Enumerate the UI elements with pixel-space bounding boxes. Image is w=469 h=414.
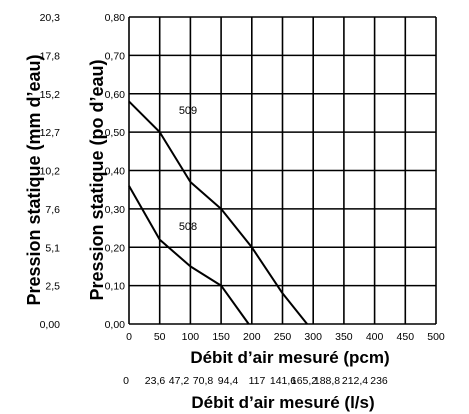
y-axis-title-primary: Pression statique (po d’eau) xyxy=(87,59,107,300)
x-tick-label: 100 xyxy=(182,331,200,343)
y-tick-label: 0,60 xyxy=(105,89,126,101)
x-tick-label-secondary: 141,6 xyxy=(270,375,296,387)
series-line-508 xyxy=(128,185,250,325)
y-tick-label: 0,30 xyxy=(105,204,126,216)
x-tick-label-secondary: 94,4 xyxy=(218,375,239,387)
y-tick-label: 0,20 xyxy=(105,242,126,254)
y-tick-label-secondary: 5,1 xyxy=(45,242,60,254)
y-tick-label-secondary: 7,6 xyxy=(45,204,60,216)
x-tick-label: 250 xyxy=(274,331,292,343)
y-tick-label-secondary: 10,2 xyxy=(40,166,61,178)
y-tick-label: 0,00 xyxy=(105,319,126,331)
x-tick-label-secondary: 117 xyxy=(249,375,266,387)
y-tick-label: 0,40 xyxy=(105,166,126,178)
y-tick-label: 0,10 xyxy=(105,281,126,293)
x-tick-label: 50 xyxy=(154,331,166,343)
y-tick-label-secondary: 17,8 xyxy=(40,50,61,62)
x-tick-label-secondary: 47,2 xyxy=(169,375,190,387)
x-tick-label-secondary: 236 xyxy=(370,375,388,387)
x-tick-label-secondary: 23,6 xyxy=(145,375,166,387)
y-tick-label: 0,70 xyxy=(105,50,126,62)
x-tick-label-secondary: 0 xyxy=(123,375,129,387)
x-tick-label: 450 xyxy=(397,331,415,343)
x-tick-label: 300 xyxy=(304,331,322,343)
grid xyxy=(128,16,437,325)
x-tick-label-secondary: 212,4 xyxy=(342,375,368,387)
x-tick-label-secondary: 188,8 xyxy=(314,375,340,387)
x-axis-title-secondary: Débit d’air mesuré (l/s) xyxy=(191,393,374,412)
y-tick-label-secondary: 2,5 xyxy=(45,281,60,293)
y-tick-label: 0,50 xyxy=(105,127,126,139)
x-tick-label: 400 xyxy=(366,331,384,343)
y-tick-label-secondary: 0,00 xyxy=(40,319,61,331)
y-axis-title-secondary: Pression statique (mm d’eau) xyxy=(24,54,44,305)
y-tick-label-secondary: 12,7 xyxy=(40,127,61,139)
x-tick-label: 150 xyxy=(212,331,230,343)
series-label-508: 508 xyxy=(179,221,197,233)
series-lines: 509 508 xyxy=(128,100,308,325)
x-tick-label: 200 xyxy=(243,331,261,343)
series-line-509 xyxy=(128,100,308,325)
series-label-509: 509 xyxy=(179,105,197,117)
x-tick-label: 0 xyxy=(126,331,132,343)
x-tick-label: 350 xyxy=(335,331,353,343)
y-tick-label-secondary: 20,3 xyxy=(40,12,61,24)
x-tick-label-secondary: 165,2 xyxy=(291,375,317,387)
y-tick-label-secondary: 15,2 xyxy=(40,89,61,101)
x-tick-label-secondary: 70,8 xyxy=(193,375,214,387)
x-tick-label: 500 xyxy=(427,331,445,343)
x-axis-title-primary: Débit d’air mesuré (pcm) xyxy=(190,348,389,367)
y-tick-label: 0,80 xyxy=(105,12,126,24)
